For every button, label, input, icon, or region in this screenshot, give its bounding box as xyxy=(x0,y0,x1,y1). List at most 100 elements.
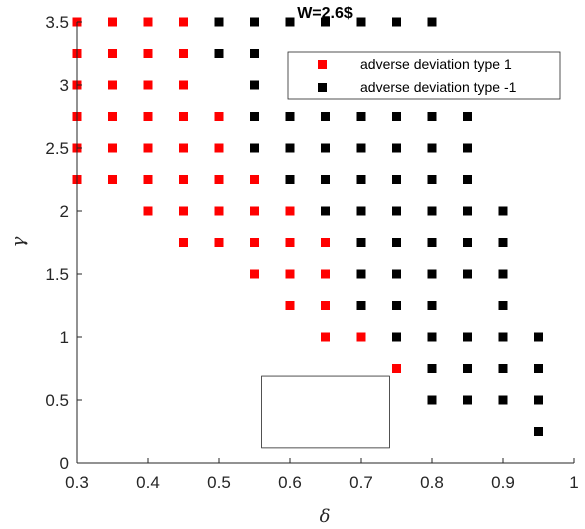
data-point-type-1 xyxy=(286,207,295,216)
data-point-type-minus-1 xyxy=(392,112,401,121)
data-point-type-minus-1 xyxy=(463,207,472,216)
data-point-type-1 xyxy=(250,207,259,216)
y-axis-label: γ xyxy=(8,236,29,247)
chart-title: W=2.6$ xyxy=(297,5,353,22)
data-point-type-1 xyxy=(144,18,153,27)
data-point-type-minus-1 xyxy=(463,396,472,405)
x-tick-label: 1 xyxy=(569,473,578,492)
data-point-type-minus-1 xyxy=(286,175,295,184)
data-point-type-minus-1 xyxy=(463,333,472,342)
y-tick-label: 2 xyxy=(60,202,69,221)
data-point-type-minus-1 xyxy=(250,112,259,121)
data-point-type-minus-1 xyxy=(428,175,437,184)
data-point-type-1 xyxy=(179,207,188,216)
data-point-type-minus-1 xyxy=(357,301,366,310)
data-point-type-minus-1 xyxy=(463,112,472,121)
data-point-type-1 xyxy=(215,207,224,216)
data-point-type-1 xyxy=(144,207,153,216)
data-point-type-minus-1 xyxy=(392,238,401,247)
data-point-type-minus-1 xyxy=(499,238,508,247)
data-point-type-minus-1 xyxy=(428,144,437,153)
data-point-type-1 xyxy=(321,301,330,310)
data-point-type-minus-1 xyxy=(428,238,437,247)
data-point-type-1 xyxy=(215,144,224,153)
x-tick-label: 0.6 xyxy=(278,473,302,492)
data-point-type-1 xyxy=(108,144,117,153)
data-point-type-minus-1 xyxy=(392,18,401,27)
data-point-type-minus-1 xyxy=(357,207,366,216)
data-point-type-minus-1 xyxy=(428,396,437,405)
data-point-type-1 xyxy=(144,112,153,121)
legend-label-type-1: adverse deviation type 1 xyxy=(360,56,512,72)
data-point-type-minus-1 xyxy=(357,144,366,153)
x-axis-label: δ xyxy=(320,506,331,527)
data-point-type-minus-1 xyxy=(250,81,259,90)
data-point-type-1 xyxy=(250,270,259,279)
data-point-type-1 xyxy=(215,175,224,184)
y-tick-label: 2.5 xyxy=(45,139,69,158)
data-point-type-1 xyxy=(144,49,153,58)
data-point-type-1 xyxy=(286,270,295,279)
legend-label-type-minus-1: adverse deviation type -1 xyxy=(360,79,517,95)
data-point-type-minus-1 xyxy=(321,175,330,184)
data-point-type-minus-1 xyxy=(392,207,401,216)
data-point-type-minus-1 xyxy=(357,175,366,184)
data-point-type-1 xyxy=(250,175,259,184)
data-point-type-minus-1 xyxy=(321,112,330,121)
data-point-type-1 xyxy=(179,112,188,121)
data-point-type-1 xyxy=(250,238,259,247)
data-point-type-1 xyxy=(179,81,188,90)
data-point-type-minus-1 xyxy=(286,144,295,153)
data-point-type-1 xyxy=(321,238,330,247)
data-point-type-1 xyxy=(179,175,188,184)
data-point-type-minus-1 xyxy=(215,18,224,27)
x-tick-label: 0.8 xyxy=(420,473,444,492)
data-point-type-minus-1 xyxy=(428,112,437,121)
data-point-type-1 xyxy=(215,112,224,121)
x-tick-label: 0.5 xyxy=(207,473,231,492)
data-point-type-minus-1 xyxy=(392,333,401,342)
data-point-type-1 xyxy=(179,144,188,153)
data-point-type-minus-1 xyxy=(534,427,543,436)
y-tick-label: 3 xyxy=(60,76,69,95)
data-point-type-minus-1 xyxy=(215,49,224,58)
data-point-type-1 xyxy=(392,364,401,373)
data-point-type-minus-1 xyxy=(428,333,437,342)
data-point-type-minus-1 xyxy=(463,364,472,373)
data-point-type-minus-1 xyxy=(534,396,543,405)
data-point-type-minus-1 xyxy=(357,18,366,27)
data-point-type-1 xyxy=(321,270,330,279)
data-point-type-minus-1 xyxy=(392,301,401,310)
data-point-type-minus-1 xyxy=(392,270,401,279)
data-point-type-minus-1 xyxy=(428,364,437,373)
data-point-type-minus-1 xyxy=(499,364,508,373)
data-point-type-1 xyxy=(357,333,366,342)
data-point-type-minus-1 xyxy=(534,364,543,373)
data-point-type-minus-1 xyxy=(428,270,437,279)
x-tick-label: 0.3 xyxy=(65,473,89,492)
x-tick-label: 0.4 xyxy=(136,473,160,492)
y-tick-label: 0 xyxy=(60,454,69,473)
data-point-type-1 xyxy=(108,175,117,184)
data-point-type-minus-1 xyxy=(499,270,508,279)
y-tick-label: 1.5 xyxy=(45,265,69,284)
data-point-type-minus-1 xyxy=(463,238,472,247)
data-point-type-minus-1 xyxy=(428,301,437,310)
data-point-type-1 xyxy=(179,238,188,247)
data-point-type-1 xyxy=(108,112,117,121)
legend-marker-type-minus-1 xyxy=(318,83,327,92)
data-point-type-1 xyxy=(321,333,330,342)
data-point-type-minus-1 xyxy=(499,207,508,216)
data-point-type-minus-1 xyxy=(534,333,543,342)
legend-marker-type-1 xyxy=(318,60,327,69)
x-tick-label: 0.7 xyxy=(349,473,373,492)
data-point-type-minus-1 xyxy=(250,144,259,153)
data-point-type-minus-1 xyxy=(357,112,366,121)
data-point-type-minus-1 xyxy=(499,396,508,405)
data-point-type-minus-1 xyxy=(321,207,330,216)
y-tick-label: 1 xyxy=(60,328,69,347)
data-point-type-1 xyxy=(286,238,295,247)
data-point-type-1 xyxy=(108,18,117,27)
data-point-type-minus-1 xyxy=(428,18,437,27)
